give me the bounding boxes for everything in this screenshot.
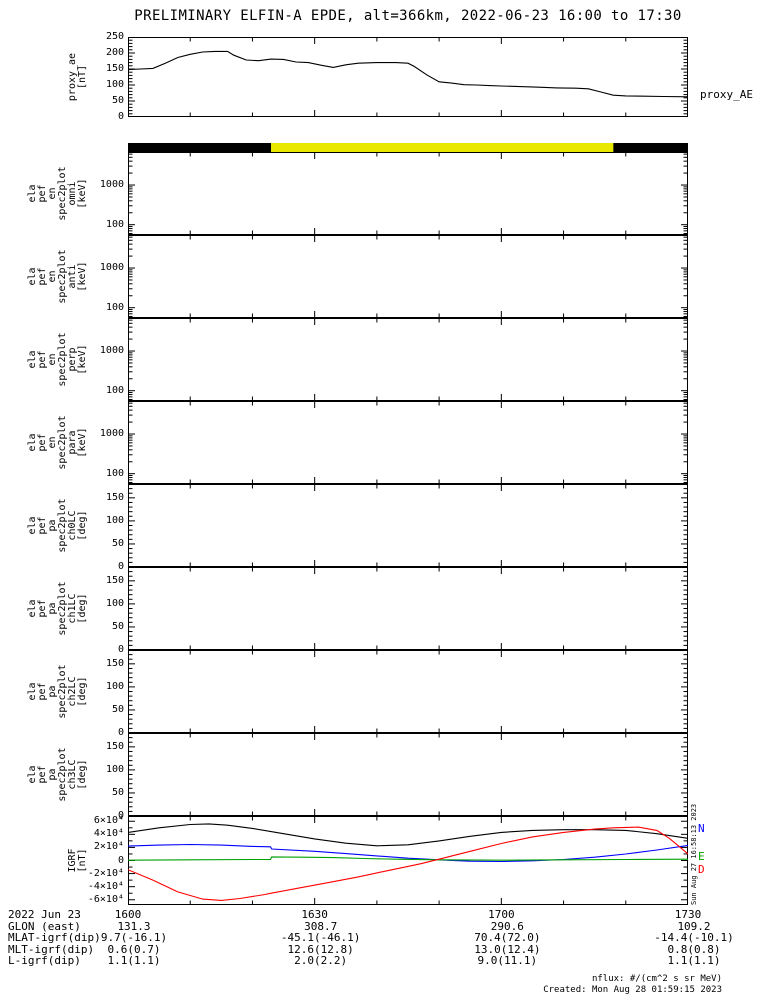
- nflux-units-note: nflux: #/(cm^2 s sr MeV): [591, 974, 722, 984]
- ephemeris-value: 109.2: [677, 919, 711, 933]
- y-tick-label: 0: [117, 111, 124, 122]
- y-tick-label: 0: [117, 810, 124, 821]
- pa_spec_ch2LC-panel: [128, 650, 688, 733]
- y-tick-label: 50: [111, 786, 124, 798]
- y-axis-label: ela pef en spec2plot perp [keV]: [27, 332, 88, 387]
- ephemeris-value: 131.3: [117, 919, 151, 933]
- y-tick-label: -4×10⁴: [87, 880, 124, 892]
- ephemeris-value: 1.1(1.1): [107, 954, 161, 967]
- y-tick-label: 50: [111, 537, 124, 549]
- ephemeris-value: -45.1(-46.1): [280, 931, 361, 944]
- y-tick-label: 250: [105, 31, 124, 42]
- y-tick-label: -6×10⁴: [87, 893, 124, 905]
- y-axis-label: ela pef pa spec2plot ch0LC [deg]: [27, 498, 88, 553]
- ephemeris-value: 9.0(11.1): [477, 954, 538, 967]
- y-axis-label: ela pef pa spec2plot ch1LC [deg]: [27, 581, 88, 636]
- proxy_ae-panel: [128, 37, 688, 117]
- ephemeris-row-label: 2022 Jun 23: [8, 908, 81, 921]
- y-tick-label: 2×10⁴: [93, 841, 124, 853]
- y-tick-label: 100: [105, 514, 124, 526]
- plot-title: PRELIMINARY ELFIN-A EPDE, alt=366km, 202…: [134, 8, 682, 24]
- igrf-series-line: [128, 856, 688, 861]
- y-tick-label: 1000: [99, 262, 124, 274]
- y-tick-label: 1000: [99, 345, 124, 357]
- pa_spec_ch1LC-panel: [128, 567, 688, 650]
- y-tick-label: 0: [117, 644, 124, 655]
- y-axis-label: ela pef pa spec2plot ch3LC [deg]: [27, 747, 88, 802]
- igrf-component-label: N: [698, 822, 705, 835]
- ephemeris-row-label: MLT-igrf(dip): [8, 942, 95, 956]
- ephemeris-value: 2.0(2.2): [294, 954, 348, 967]
- ephemeris-value: 1.1(1.1): [667, 954, 721, 967]
- ephemeris-row-label: GLON (east): [8, 919, 81, 933]
- ephemeris-value: 9.7(-16.1): [100, 931, 168, 944]
- y-tick-label: 1000: [99, 179, 124, 191]
- ephemeris-row-label: L-igrf(dip): [8, 954, 81, 967]
- ephemeris-value: 70.4(72.0): [474, 931, 541, 944]
- y-tick-label: 0: [117, 561, 124, 572]
- y-tick-label: 150: [105, 657, 124, 669]
- y-tick-label: 100: [105, 301, 124, 313]
- en_spec_para-panel: [128, 401, 688, 484]
- x-tick-label: 1600: [114, 908, 142, 921]
- y-tick-label: 150: [105, 491, 124, 503]
- y-tick-label: 100: [105, 597, 124, 609]
- y-tick-label: 100: [105, 384, 124, 396]
- proxy-ae-series-label: proxy_AE: [700, 88, 753, 101]
- y-tick-label: 200: [105, 47, 124, 58]
- y-axis-label: IGRF [nT]: [67, 848, 88, 873]
- created-timestamp: Created: Mon Aug 28 01:59:15 2023: [543, 985, 722, 995]
- y-tick-label: 100: [105, 763, 124, 775]
- ephemeris-value: 290.6: [490, 919, 524, 933]
- igrf-series-line: [128, 826, 688, 901]
- igrf-panel: [128, 816, 688, 905]
- igrf-series-line: [128, 843, 688, 863]
- y-tick-label: 0: [117, 727, 124, 738]
- pa_spec_ch3LC-panel: [128, 733, 688, 816]
- proxy_ae-series-line: [128, 50, 688, 98]
- y-tick-label: 1000: [99, 428, 124, 440]
- y-tick-label: 100: [105, 680, 124, 692]
- x-tick-label: 1700: [488, 908, 515, 921]
- y-tick-label: 100: [105, 79, 124, 90]
- sunlight_bar-panel: [128, 143, 688, 152]
- y-tick-label: -2×10⁴: [87, 867, 124, 879]
- y-axis-label: ela pef en spec2plot omni [keV]: [27, 166, 88, 221]
- ephemeris-value: 0.8(0.8): [667, 942, 721, 956]
- ephemeris-value: 13.0(12.4): [474, 942, 541, 956]
- y-tick-label: 100: [105, 467, 124, 479]
- y-tick-label: 4×10⁴: [93, 828, 124, 840]
- en_spec_omni-panel: [128, 152, 688, 235]
- x-tick-label: 1630: [301, 908, 328, 921]
- en_spec_anti-panel: [128, 235, 688, 318]
- y-axis-label: ela pef en spec2plot anti [keV]: [27, 249, 88, 304]
- ephemeris-value: 0.6(0.7): [107, 942, 161, 956]
- y-tick-label: 150: [105, 574, 124, 586]
- en_spec_perp-panel: [128, 318, 688, 401]
- igrf-component-label: E: [698, 850, 705, 863]
- ephemeris-row-label: MLAT-igrf(dip): [8, 931, 101, 944]
- igrf-series-line: [128, 823, 688, 847]
- y-tick-label: 50: [111, 620, 124, 632]
- y-axis-label: proxy_ae [nT]: [67, 52, 88, 102]
- y-tick-label: 0: [117, 854, 124, 866]
- x-tick-label: 1730: [674, 908, 702, 921]
- y-tick-label: 50: [111, 95, 124, 106]
- igrf-component-label: D: [698, 863, 705, 876]
- pa_spec_ch0LC-panel: [128, 484, 688, 567]
- y-axis-label: ela pef en spec2plot para [keV]: [27, 415, 88, 470]
- ephemeris-value: 308.7: [304, 919, 338, 933]
- y-tick-label: 150: [105, 63, 124, 74]
- ephemeris-value: -14.4(-10.1): [654, 931, 734, 944]
- y-tick-label: 6×10⁴: [93, 815, 124, 827]
- y-tick-label: 150: [105, 740, 124, 752]
- side-vertical-timestamp: Sun Aug 27 16:58:13 2023: [690, 803, 698, 905]
- y-axis-label: ela pef pa spec2plot ch2LC [deg]: [27, 664, 88, 719]
- ephemeris-value: 12.6(12.8): [287, 942, 354, 956]
- y-tick-label: 50: [111, 703, 124, 715]
- y-tick-label: 100: [105, 218, 124, 230]
